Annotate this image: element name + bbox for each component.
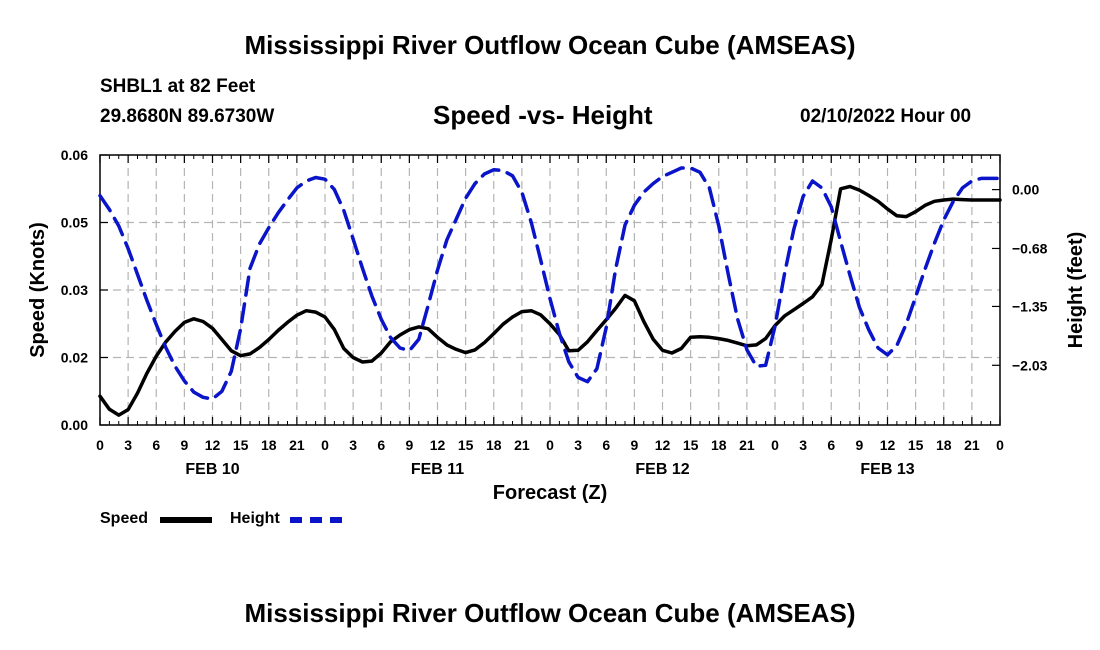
- legend-speed-swatch: [160, 517, 212, 523]
- y-tick-label: 0.05: [61, 215, 88, 231]
- x-tick-label: 12: [655, 437, 671, 453]
- height-series-line: [98, 166, 1002, 401]
- y2-tick-label: −2.03: [1012, 357, 1048, 373]
- x-tick-label: 6: [152, 437, 160, 453]
- x-tick-label: 0: [96, 437, 104, 453]
- chart-subtitle: Speed -vs- Height: [433, 100, 653, 130]
- x-tick-label: 12: [430, 437, 446, 453]
- y2-tick-label: −0.68: [1012, 240, 1048, 256]
- x-tick-label: 21: [289, 437, 305, 453]
- y-tick-label: 0.06: [61, 147, 88, 163]
- x-tick-label: 18: [936, 437, 952, 453]
- x-tick-label: 6: [602, 437, 610, 453]
- x-tick-label: 21: [964, 437, 980, 453]
- x-tick-label: 6: [377, 437, 385, 453]
- speed-series-line: [98, 184, 1002, 417]
- x-tick-label: 0: [546, 437, 554, 453]
- y2-tick-label: 0.00: [1012, 182, 1039, 198]
- x-axis-label: Forecast (Z): [492, 482, 608, 504]
- footer-title: Mississippi River Outflow Ocean Cube (AM…: [244, 598, 856, 628]
- date-label: FEB 13: [860, 461, 914, 478]
- x-tick-label: 0: [321, 437, 329, 453]
- x-tick-label: 15: [233, 437, 249, 453]
- x-tick-label: 12: [880, 437, 896, 453]
- x-tick-label: 15: [683, 437, 699, 453]
- plot-frame: [99, 154, 1001, 426]
- date-label: FEB 12: [635, 461, 689, 478]
- x-tick-label: 9: [855, 437, 863, 453]
- x-tick-label: 18: [486, 437, 502, 453]
- date-label: FEB 11: [411, 461, 464, 478]
- coordinates-label: 29.8680N 89.6730W: [100, 106, 275, 127]
- x-tick-label: 3: [124, 437, 132, 453]
- legend-speed-label: Speed: [100, 510, 149, 527]
- x-tick-label: 6: [827, 437, 835, 453]
- x-tick-label: 3: [574, 437, 582, 453]
- legend-height-swatch: [290, 517, 342, 523]
- chart-title: Mississippi River Outflow Ocean Cube (AM…: [244, 30, 856, 60]
- x-tick-label: 0: [996, 437, 1004, 453]
- y2-tick-label: −1.35: [1012, 298, 1048, 314]
- x-tick-label: 21: [514, 437, 530, 453]
- y2-axis-label: Height (feet): [1065, 232, 1087, 349]
- x-tick-label: 3: [349, 437, 357, 453]
- x-tick-label: 0: [771, 437, 779, 453]
- x-tick-label: 9: [405, 437, 413, 453]
- station-label: SHBL1 at 82 Feet: [100, 76, 256, 97]
- date-label: FEB 10: [185, 461, 239, 478]
- x-tick-label: 3: [799, 437, 807, 453]
- x-tick-label: 15: [908, 437, 924, 453]
- x-tick-label: 9: [180, 437, 188, 453]
- y-axis-label: Speed (Knots): [27, 222, 49, 358]
- x-tick-label: 9: [630, 437, 638, 453]
- x-tick-label: 18: [261, 437, 277, 453]
- y-tick-label: 0.03: [61, 282, 88, 298]
- legend-height-label: Height: [230, 510, 280, 527]
- x-tick-label: 21: [739, 437, 755, 453]
- x-tick-label: 18: [711, 437, 727, 453]
- x-tick-label: 15: [458, 437, 474, 453]
- forecast-datetime: 02/10/2022 Hour 00: [800, 106, 972, 127]
- x-tick-label: 12: [205, 437, 221, 453]
- y-tick-label: 0.00: [61, 417, 88, 433]
- y-tick-label: 0.02: [61, 350, 88, 366]
